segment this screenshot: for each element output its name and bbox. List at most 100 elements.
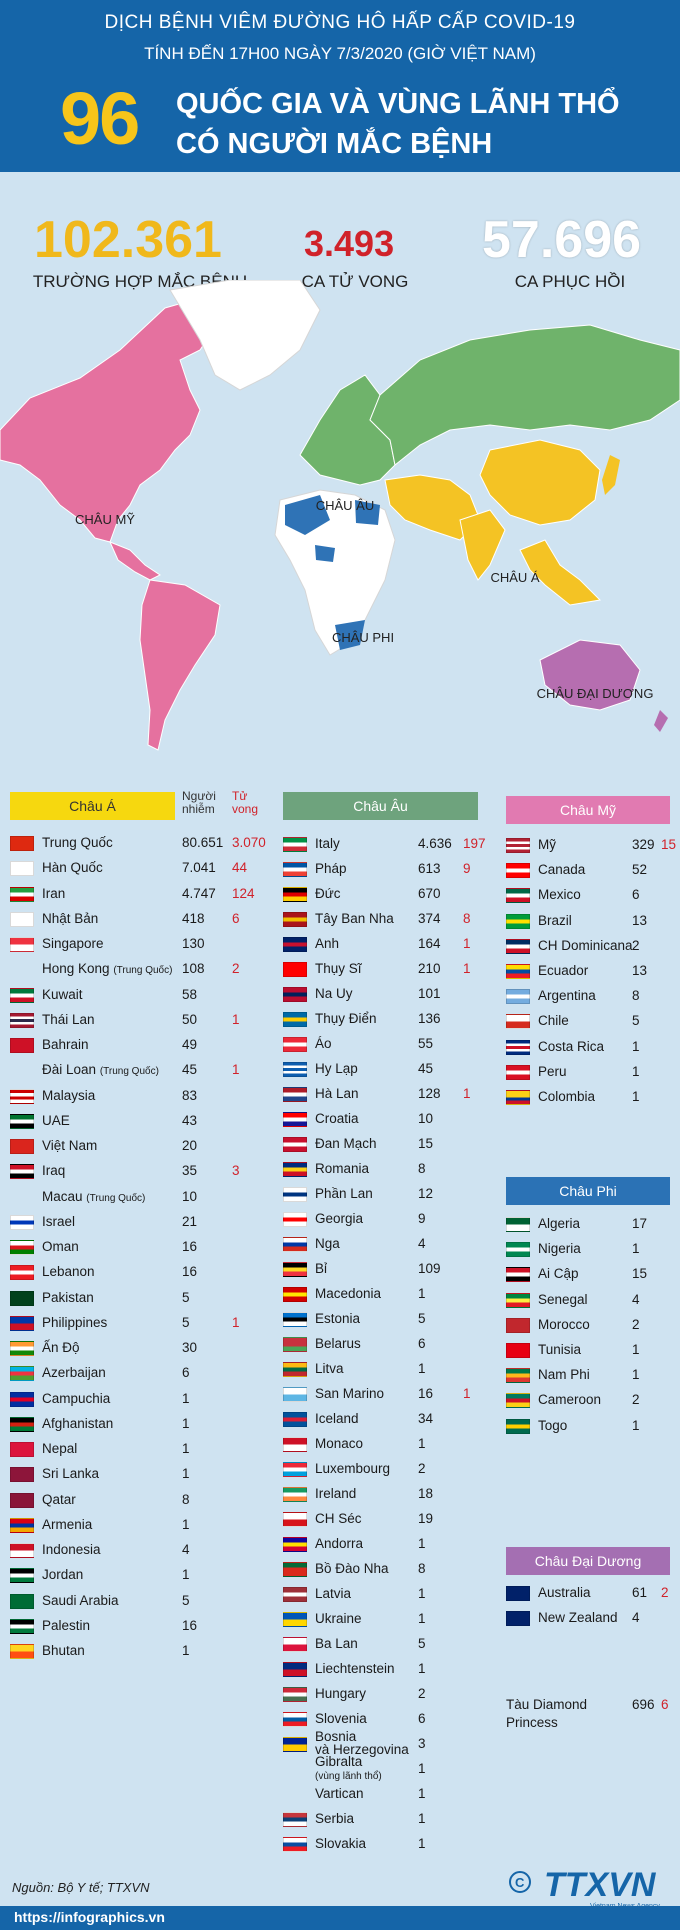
flag-icon — [506, 964, 530, 979]
country-name: Trung Quốc — [42, 835, 113, 850]
country-name: Estonia — [315, 1311, 361, 1326]
country-name: Macedonia — [315, 1286, 382, 1301]
country-name: Romania — [315, 1161, 370, 1176]
source-note: Nguồn: Bộ Y tế; TTXVN — [12, 1880, 150, 1895]
country-name: Vartican — [315, 1786, 364, 1801]
flag-icon — [10, 1315, 34, 1331]
europe-row: Macedonia 1 — [283, 1283, 493, 1308]
country-name: Canada — [538, 862, 586, 878]
country-name: Hong Kong (Trung Quốc) — [42, 961, 173, 977]
america-row: Argentina 8 — [506, 985, 676, 1010]
europe-row: Bồ Đào Nha 8 — [283, 1558, 493, 1583]
copyright-icon — [509, 1871, 531, 1893]
flag-icon — [283, 1512, 307, 1527]
case-count: 34 — [418, 1411, 434, 1426]
case-count: 1 — [182, 1567, 190, 1583]
flag-icon — [10, 1442, 34, 1457]
country-name: Lebanon — [42, 1264, 95, 1280]
asia-row: Saudi Arabia 5 — [10, 1590, 275, 1615]
flag-icon — [10, 1593, 34, 1609]
map-new-zealand — [654, 710, 668, 732]
country-name: Saudi Arabia — [42, 1592, 119, 1608]
case-count: 1 — [182, 1466, 190, 1482]
flag-icon — [283, 1587, 307, 1602]
footer-bar — [0, 1906, 680, 1930]
europe-row: San Marino 16 1 — [283, 1383, 493, 1408]
country-name: Costa Rica — [538, 1038, 605, 1054]
flag-icon — [283, 1387, 307, 1402]
country-name: Nigeria — [538, 1241, 581, 1257]
asia-row: UAE 43 — [10, 1110, 275, 1135]
case-count: 13 — [632, 963, 648, 978]
country-name: Iceland — [315, 1411, 359, 1426]
europe-row: Đức 670 — [283, 883, 493, 908]
asia-row: Trung Quốc 80.651 3.070 — [10, 832, 275, 857]
flag-icon — [10, 1366, 34, 1382]
country-name: Azerbaijan — [42, 1365, 106, 1381]
asia-row: Azerbaijan 6 — [10, 1362, 275, 1387]
country-name: Palestin — [42, 1617, 91, 1633]
flag-icon — [283, 1487, 307, 1502]
flag-icon — [283, 1437, 307, 1452]
europe-row: Ba Lan 5 — [283, 1633, 493, 1658]
death-count: 3.070 — [232, 835, 266, 850]
europe-row: Ukraine 1 — [283, 1608, 493, 1633]
case-count: 1 — [632, 1367, 640, 1383]
asia-row: Lebanon 16 — [10, 1261, 275, 1286]
case-count: 58 — [182, 986, 198, 1002]
flag-icon — [10, 1012, 34, 1028]
logo-text: TTXVN — [544, 1866, 657, 1904]
country-name: Đài Loan (Trung Quốc) — [42, 1062, 159, 1078]
country-name: Latvia — [315, 1586, 352, 1601]
case-count: 5 — [418, 1636, 426, 1651]
flag-icon — [283, 987, 307, 1002]
case-count: 1 — [632, 1089, 640, 1104]
country-name: Ireland — [315, 1486, 357, 1501]
flag-icon — [10, 1492, 34, 1508]
case-count: 19 — [418, 1511, 434, 1526]
country-name: Bồ Đào Nha — [315, 1561, 389, 1576]
case-count: 5 — [418, 1311, 426, 1326]
europe-row: Monaco 1 — [283, 1433, 493, 1458]
flag-icon — [283, 1187, 307, 1202]
flag-icon — [283, 1637, 307, 1652]
asia-row: Iraq 35 3 — [10, 1160, 275, 1185]
flag-icon — [506, 1418, 530, 1434]
asia-row: Việt Nam 20 — [10, 1135, 275, 1160]
case-count: 2 — [632, 1316, 640, 1332]
europe-row: Liechtenstein 1 — [283, 1658, 493, 1683]
case-count: 1 — [418, 1761, 426, 1776]
flag-icon — [506, 1242, 530, 1258]
america-row: Mỹ 329 15 — [506, 834, 676, 859]
asia-row: Afghanistan 1 — [10, 1413, 275, 1438]
region-label-africa: CHÂU PHI — [331, 630, 395, 645]
asia-header: Châu Á — [10, 792, 175, 820]
europe-row: Nga 4 — [283, 1233, 493, 1258]
europe-row: Thụy Điển 136 — [283, 1008, 493, 1033]
flag-icon — [10, 1113, 34, 1129]
case-count: 1 — [418, 1361, 426, 1376]
case-count: 21 — [182, 1213, 198, 1229]
country-name: Nam Phi — [538, 1367, 590, 1383]
africa-row: Nam Phi 1 — [506, 1364, 676, 1389]
asia-row: Campuchia 1 — [10, 1388, 275, 1413]
case-count: 6 — [182, 1365, 190, 1381]
footer-url-link[interactable]: https://infographics.vn — [14, 1909, 165, 1925]
case-count: 1 — [182, 1390, 190, 1406]
header-banner: DỊCH BỆNH VIÊM ĐƯỜNG HÔ HẤP CẤP COVID-19… — [0, 0, 680, 172]
country-name: Bỉ — [315, 1261, 328, 1276]
flag-icon — [506, 1090, 530, 1105]
asia-row: Ấn Độ 30 — [10, 1337, 275, 1362]
case-count: 30 — [182, 1340, 198, 1355]
case-count: 8 — [632, 988, 640, 1004]
stat-cases-value: 102.361 — [34, 211, 222, 269]
africa-row: Ai Cập 15 — [506, 1263, 676, 1288]
case-count: 2 — [632, 937, 640, 953]
america-row: Peru 1 — [506, 1061, 676, 1086]
country-name: Iran — [42, 885, 66, 901]
case-count: 43 — [182, 1112, 198, 1128]
america-row: CH Dominicana 2 — [506, 935, 676, 960]
asia-subhead-deaths: Tử vong — [232, 789, 259, 816]
case-count: 8 — [418, 1561, 426, 1576]
country-name: Na Uy — [315, 986, 353, 1001]
